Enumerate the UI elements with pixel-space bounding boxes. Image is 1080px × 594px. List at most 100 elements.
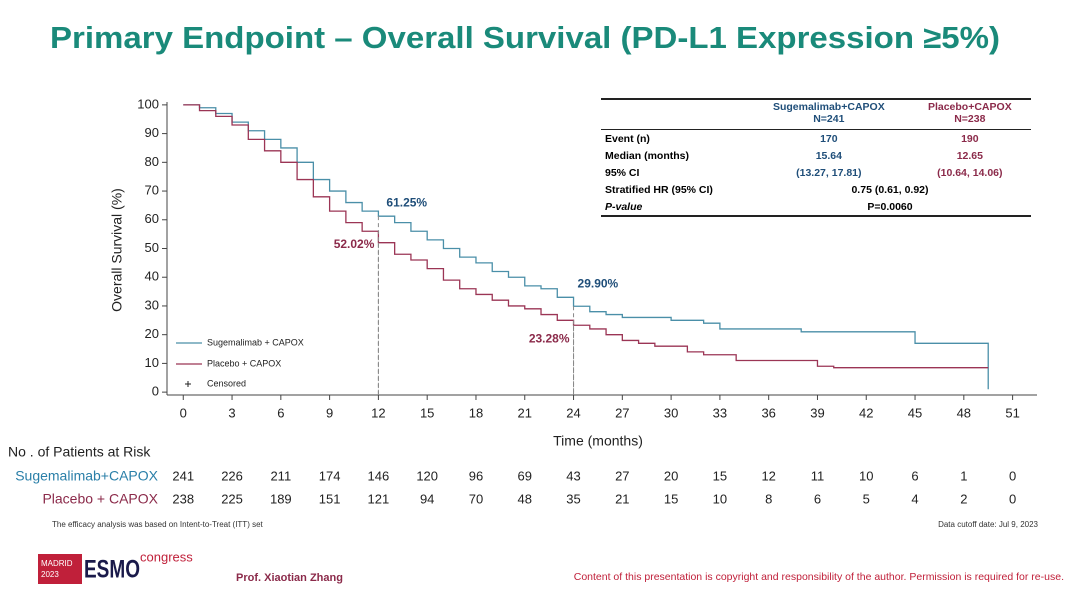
hr-head-cell: Placebo+CAPOX N=238 (908, 100, 1031, 130)
hr-cell: (13.27, 17.81) (796, 166, 862, 179)
x-tick-label: 6 (277, 405, 284, 420)
risk-count: 69 (518, 468, 532, 483)
x-tick-label: 45 (908, 405, 922, 420)
x-tick-label: 9 (326, 405, 333, 420)
logo-block (38, 554, 82, 584)
risk-count: 0 (1009, 468, 1016, 483)
legend-label: Sugemalimab + CAPOX (207, 337, 304, 347)
y-tick-label: 10 (145, 355, 159, 370)
risk-count: 211 (270, 468, 291, 483)
y-tick-label: 50 (145, 240, 159, 255)
footnote-left: The efficacy analysis was based on Inten… (52, 520, 264, 529)
annotation: 29.90% (578, 276, 619, 290)
logo-event: congress (140, 549, 193, 564)
risk-count: 15 (713, 468, 727, 483)
copyright: Content of this presentation is copyrigh… (574, 571, 1064, 583)
hr-head: Sugemalimab+CAPOX N=241 Placebo+CAPOX N=23… (601, 100, 1031, 130)
y-tick-label: 100 (137, 96, 159, 111)
y-tick-label: 60 (145, 211, 159, 226)
hr-cell: P-value (605, 200, 643, 213)
hr-cell: 15.64 (815, 149, 842, 162)
footnote-right: Data cutoff date: Jul 9, 2023 (938, 520, 1038, 529)
hr-cell: Stratified HR (95% CI) (605, 183, 713, 196)
x-tick-label: 39 (810, 405, 824, 420)
risk-count: 151 (319, 491, 341, 506)
x-tick-label: 33 (713, 405, 727, 420)
x-tick-label: 42 (859, 405, 873, 420)
legend-label: Placebo + CAPOX (207, 358, 281, 368)
risk-count: 238 (172, 491, 194, 506)
y-tick-label: 40 (145, 269, 159, 284)
y-tick-label: 20 (145, 326, 159, 341)
risk-title: No . of Patients at Risk (8, 444, 151, 460)
x-tick-label: 48 (957, 405, 971, 420)
risk-count: 121 (368, 491, 390, 506)
risk-count: 6 (911, 468, 918, 483)
hr-row: 95% CI (13.27, 17.81) (10.64, 14.06) (601, 164, 1031, 181)
risk-count: 8 (765, 491, 772, 506)
y-axis-label: Overall Survival (%) (109, 188, 125, 312)
hr-cell: 190 (961, 132, 979, 145)
risk-count: 225 (221, 491, 243, 506)
hr-cell: Median (months) (605, 149, 689, 162)
hr-head-text: Sugemalimab+CAPOX (772, 101, 885, 113)
risk-count: 12 (761, 468, 775, 483)
y-tick-label: 0 (152, 384, 159, 399)
risk-count: 10 (713, 491, 727, 506)
survival-curve (183, 104, 989, 390)
risk-count: 20 (664, 468, 678, 483)
hr-cell: Event (n) (605, 132, 650, 145)
annotation: 61.25% (386, 195, 427, 209)
risk-count: 189 (270, 491, 292, 506)
hr-row: Stratified HR (95% CI) 0.75 (0.61, 0.92) (601, 181, 1031, 198)
risk-count: 2 (960, 491, 967, 506)
risk-count: 6 (814, 491, 821, 506)
x-tick-label: 0 (180, 405, 187, 420)
hr-table: Sugemalimab+CAPOX N=241 Placebo+CAPOX N=23… (601, 98, 1031, 217)
risk-count: 11 (811, 468, 825, 483)
risk-count: 0 (1009, 491, 1016, 506)
slide-title: Primary Endpoint – Overall Survival (PD-… (50, 20, 1000, 55)
annotation: 23.28% (529, 331, 570, 345)
hr-row: Median (months) 15.64 12.65 (601, 147, 1031, 164)
risk-count: 241 (172, 468, 194, 483)
hr-head-text: N=238 (954, 113, 986, 125)
risk-count: 35 (566, 491, 580, 506)
hr-cell: 12.65 (956, 149, 983, 162)
y-tick-label: 90 (145, 125, 159, 140)
risk-count: 48 (518, 491, 532, 506)
x-tick-label: 36 (761, 405, 775, 420)
x-tick-label: 15 (420, 405, 434, 420)
x-axis-label: Time (months) (553, 433, 643, 449)
risk-count: 120 (416, 468, 438, 483)
hr-grid: Sugemalimab+CAPOX N=241 Placebo+CAPOX N=23… (601, 100, 1031, 215)
risk-count: 94 (420, 491, 434, 506)
x-tick-label: 27 (615, 405, 629, 420)
risk-row-label: Sugemalimab+CAPOX (15, 468, 158, 484)
risk-count: 70 (469, 491, 483, 506)
risk-count: 174 (319, 468, 341, 483)
hr-cell: 0.75 (0.61, 0.92) (851, 183, 929, 196)
legend-label: Censored (207, 378, 246, 388)
risk-count: 146 (368, 468, 390, 483)
hr-cell: P=0.0060 (867, 200, 913, 213)
risk-count: 1 (960, 468, 967, 483)
hr-head-cell: Sugemalimab+CAPOX N=241 (749, 100, 909, 130)
presenter: Prof. Xiaotian Zhang (236, 572, 343, 584)
logo-city: MADRID (41, 559, 73, 568)
risk-count: 10 (859, 468, 873, 483)
x-tick-label: 21 (518, 405, 532, 420)
x-tick-label: 24 (566, 405, 580, 420)
risk-count: 15 (664, 491, 678, 506)
x-tick-label: 51 (1005, 405, 1019, 420)
risk-count: 96 (469, 468, 483, 483)
risk-count: 226 (221, 468, 243, 483)
hr-row: Event (n) 170 190 (601, 130, 1031, 148)
hr-head-text: N=241 (813, 113, 845, 125)
hr-head-blank (601, 100, 749, 130)
y-tick-label: 70 (145, 182, 159, 197)
x-tick-label: 30 (664, 405, 678, 420)
logo-year: 2023 (41, 570, 59, 579)
hr-head-text: Placebo+CAPOX (927, 101, 1012, 113)
